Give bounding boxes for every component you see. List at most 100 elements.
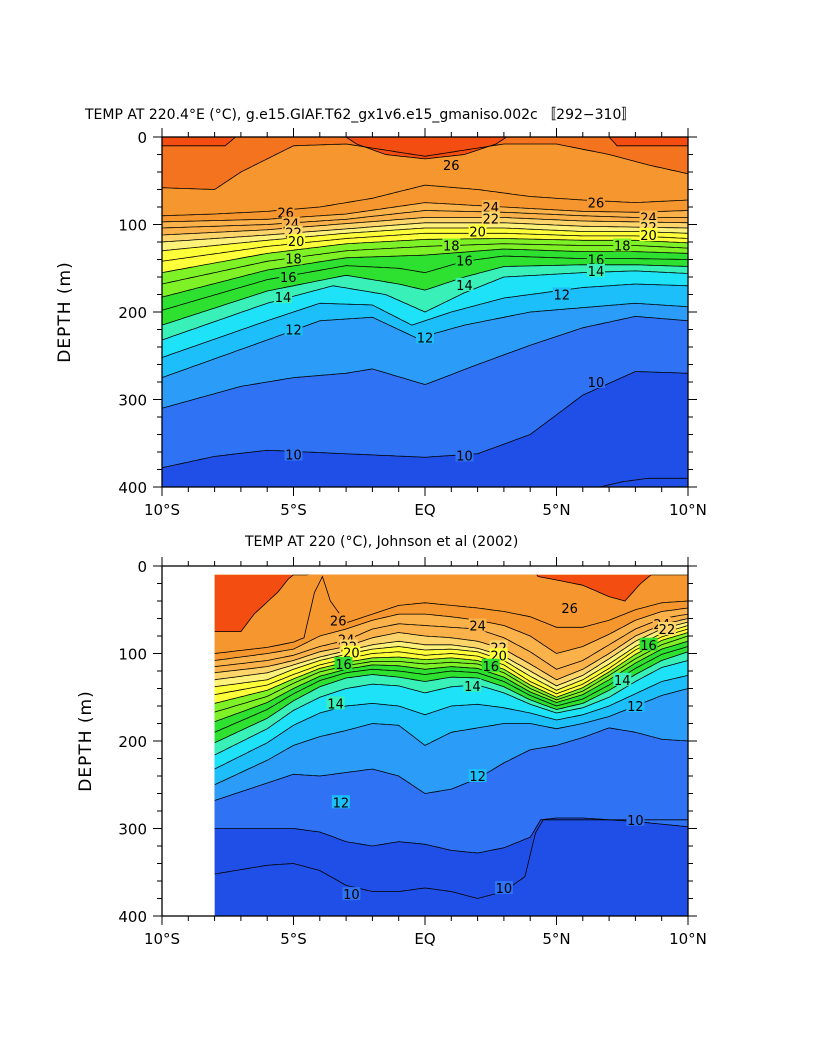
chart-title: TEMP AT 220 (°C), Johnson et al (2002) [244, 534, 518, 550]
contour-label-bg [481, 658, 500, 672]
contour-label: 26 [330, 614, 347, 629]
contour-band-26 [162, 137, 688, 216]
contour-label: 20 [469, 226, 486, 241]
y-tick-label: 300 [118, 821, 147, 839]
y-tick-label: 0 [137, 558, 147, 576]
contour-label-bg [334, 657, 353, 670]
plot-area: 2626262424242222222020201818181616161414… [162, 137, 688, 487]
y-axis-label: DEPTH (m) [55, 261, 75, 362]
contour-label-bg [481, 200, 500, 213]
contour-label-bg [284, 447, 303, 461]
contour-label: 10 [456, 450, 473, 465]
contour-label-bg [468, 769, 487, 782]
isotherm-line-warm [162, 137, 688, 160]
contour-band-26 [214, 574, 688, 654]
contour-label: 16 [640, 639, 657, 654]
contour-label-bg [552, 287, 571, 301]
isotherm-line-19 [214, 632, 688, 704]
isotherm-line-13 [162, 283, 688, 358]
isotherm-line-21 [214, 625, 688, 691]
contour-label: 16 [280, 271, 297, 286]
contour-label: 14 [275, 291, 292, 306]
contour-label-bg [468, 224, 487, 238]
contour-label-bg [468, 618, 487, 632]
y-tick-label: 100 [118, 217, 147, 235]
isotherm-line-13 [214, 675, 688, 770]
contour-label: 18 [443, 240, 460, 255]
contour-label: 16 [482, 660, 499, 675]
contour-label: 26 [443, 159, 460, 174]
contour-label: 24 [469, 620, 486, 635]
isotherm-line-17 [162, 248, 688, 298]
y-tick-label: 400 [118, 479, 147, 497]
contour-label-bg [626, 699, 645, 712]
isotherm-line-23 [214, 618, 688, 681]
contour-label-bg [455, 448, 474, 462]
isotherm-line-21 [162, 227, 688, 252]
contour-label-bg [331, 795, 350, 809]
x-tick-label: EQ [414, 501, 435, 519]
x-tick-label: 5°S [280, 501, 307, 519]
contour-label-bg [342, 887, 361, 901]
chart-title: TEMP AT 220.4°E (°C), g.e15.GIAF.T62_gx1… [84, 107, 635, 123]
contour-label-bg [639, 637, 658, 651]
contour-label-bg [342, 645, 361, 659]
isotherm-line-warm [214, 574, 688, 632]
isotherm-line-22 [214, 621, 688, 687]
contour-label: 10 [496, 882, 513, 897]
contour-label: 18 [285, 253, 302, 268]
contour-label: 10 [343, 888, 360, 903]
contour-band-27 [162, 137, 688, 159]
contour-label: 10 [588, 376, 605, 391]
contour-label-bg [287, 234, 306, 248]
y-axis-label: DEPTH (m) [76, 690, 96, 791]
contour-label-bg [276, 205, 295, 219]
isotherm-line-15 [214, 651, 688, 744]
isotherm-line-25 [162, 202, 688, 223]
x-tick-label: 10°S [144, 501, 180, 519]
plot-area: 2626242424222222202016161614141412121210… [214, 574, 688, 916]
x-tick-label: 5°S [280, 930, 307, 948]
contour-label: 26 [588, 197, 605, 212]
contour-label-bg [329, 613, 348, 627]
contour-label-bg [442, 158, 461, 171]
contour-label-bg [455, 253, 474, 267]
isotherm-line-24 [162, 210, 688, 229]
x-tick-label: 10°S [144, 930, 180, 948]
contour-label: 12 [285, 324, 302, 339]
contour-label-bg [455, 277, 474, 291]
contour-label-bg [326, 696, 345, 710]
isotherm-line-warm [162, 143, 688, 190]
contour-label-bg [494, 881, 513, 894]
contour-label-bg [481, 211, 500, 225]
y-tick-label: 100 [118, 646, 147, 664]
x-tick-label: 10°N [669, 930, 707, 948]
model-temp-panel: 2626262424242222222020201818181616161414… [55, 107, 707, 519]
isotherm-line-11 [162, 315, 688, 409]
contour-label: 20 [288, 235, 305, 250]
contour-label-bg [442, 238, 461, 252]
contour-label: 14 [588, 265, 605, 280]
contour-label-bg [626, 812, 645, 826]
x-tick-label: 10°N [669, 501, 707, 519]
isotherm-line-26 [214, 575, 688, 654]
contour-label: 10 [627, 814, 644, 829]
isotherm-line-20 [214, 628, 688, 695]
contour-label-bg [613, 672, 632, 686]
isotherm-line-23 [162, 217, 688, 236]
contour-label-bg [586, 252, 605, 266]
contour-label-bg [284, 251, 303, 265]
contour-label: 22 [482, 212, 499, 227]
isotherm-line-24 [214, 613, 688, 670]
contour-label-bg [463, 678, 482, 692]
contour-band-27 [214, 574, 688, 632]
contour-label: 12 [417, 331, 434, 346]
contour-label: 12 [553, 289, 570, 304]
isotherm-line-18 [214, 635, 688, 713]
contour-label-bg [416, 330, 434, 344]
contour-label-bg [586, 195, 605, 209]
contour-label: 14 [456, 279, 473, 294]
contour-label: 10 [285, 449, 302, 464]
contour-label: 12 [627, 700, 644, 715]
